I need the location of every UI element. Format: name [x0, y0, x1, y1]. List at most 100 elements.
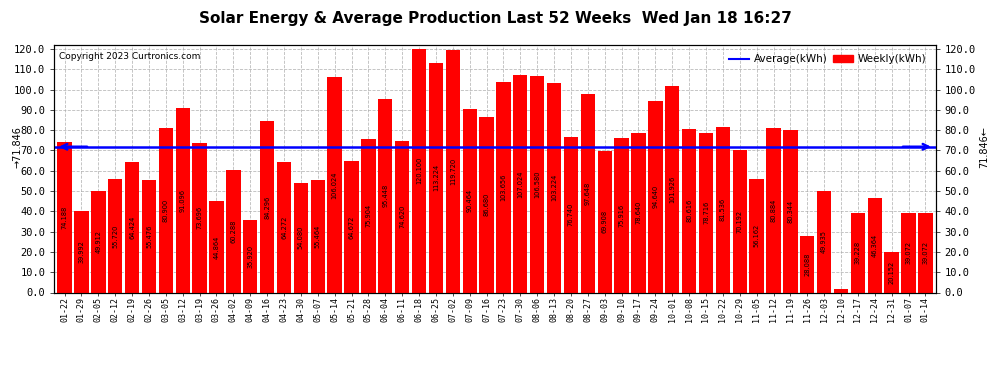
Bar	[91, 191, 106, 292]
Bar	[615, 138, 629, 292]
Text: 39.228: 39.228	[855, 241, 861, 264]
Bar	[699, 133, 713, 292]
Text: 74.188: 74.188	[61, 206, 67, 229]
Text: 54.080: 54.080	[298, 226, 304, 249]
Bar	[834, 289, 848, 292]
Text: 75.904: 75.904	[365, 204, 371, 227]
Bar	[867, 198, 882, 292]
Bar	[513, 75, 528, 292]
Text: 91.096: 91.096	[180, 189, 186, 211]
Bar	[716, 127, 730, 292]
Bar	[446, 50, 460, 292]
Text: 94.640: 94.640	[652, 185, 658, 208]
Text: 74.620: 74.620	[399, 205, 405, 228]
Text: 70.192: 70.192	[737, 210, 742, 233]
Bar	[598, 151, 612, 292]
Text: 35.920: 35.920	[248, 244, 253, 268]
Bar	[395, 141, 409, 292]
Bar	[260, 122, 274, 292]
Text: 75.916: 75.916	[619, 204, 625, 227]
Bar	[563, 137, 578, 292]
Text: 86.680: 86.680	[483, 193, 490, 216]
Text: 64.424: 64.424	[129, 216, 135, 239]
Bar	[192, 143, 207, 292]
Text: 103.224: 103.224	[551, 174, 557, 201]
Bar	[226, 170, 241, 292]
Bar	[244, 220, 257, 292]
Text: 20.152: 20.152	[889, 260, 895, 284]
Text: 55.476: 55.476	[146, 225, 152, 248]
Bar	[817, 191, 832, 292]
Bar	[632, 133, 645, 292]
Bar	[345, 161, 358, 292]
Bar	[209, 201, 224, 292]
Bar	[546, 83, 561, 292]
Text: 76.740: 76.740	[568, 203, 574, 226]
Text: 69.908: 69.908	[602, 210, 608, 233]
Text: 39.072: 39.072	[923, 241, 929, 264]
Text: Solar Energy & Average Production Last 52 Weeks  Wed Jan 18 16:27: Solar Energy & Average Production Last 5…	[199, 11, 791, 26]
Bar	[766, 128, 781, 292]
Bar	[462, 109, 477, 292]
Text: Copyright 2023 Curtronics.com: Copyright 2023 Curtronics.com	[58, 53, 200, 62]
Bar	[142, 180, 156, 292]
Text: 101.926: 101.926	[669, 176, 675, 203]
Text: 39.072: 39.072	[906, 241, 912, 264]
Bar	[665, 86, 679, 292]
Bar	[429, 63, 444, 292]
Text: 95.448: 95.448	[382, 184, 388, 207]
Text: 60.288: 60.288	[231, 220, 237, 243]
Text: 80.900: 80.900	[162, 199, 169, 222]
Bar	[311, 180, 325, 292]
Bar	[378, 99, 392, 292]
Text: 80.884: 80.884	[770, 199, 776, 222]
Bar	[530, 76, 544, 292]
Bar	[479, 117, 494, 292]
Bar	[175, 108, 190, 292]
Bar	[108, 180, 123, 292]
Text: 56.162: 56.162	[753, 224, 759, 247]
Text: 106.580: 106.580	[535, 171, 541, 198]
Bar	[294, 183, 308, 292]
Text: 84.296: 84.296	[264, 195, 270, 219]
Text: 73.696: 73.696	[197, 206, 203, 229]
Bar	[884, 252, 899, 292]
Bar	[496, 82, 511, 292]
Text: 81.536: 81.536	[720, 198, 726, 221]
Bar	[919, 213, 933, 292]
Bar	[901, 213, 916, 292]
Text: 103.656: 103.656	[500, 174, 507, 201]
Text: 80.344: 80.344	[787, 200, 793, 223]
Text: 44.864: 44.864	[214, 235, 220, 259]
Text: 55.720: 55.720	[112, 224, 118, 248]
Bar	[74, 211, 89, 292]
Bar	[648, 100, 662, 292]
Text: 64.272: 64.272	[281, 216, 287, 239]
Text: 90.464: 90.464	[466, 189, 472, 212]
Bar	[733, 150, 746, 292]
Text: 28.088: 28.088	[804, 252, 810, 276]
Bar	[277, 162, 291, 292]
Text: 78.716: 78.716	[703, 201, 709, 224]
Bar	[783, 129, 798, 292]
Bar	[328, 77, 342, 292]
Bar	[57, 142, 71, 292]
Text: 49.935: 49.935	[821, 230, 828, 254]
Bar	[361, 138, 375, 292]
Bar	[682, 129, 696, 292]
Text: 71.846←: 71.846←	[979, 126, 989, 168]
Legend: Average(kWh), Weekly(kWh): Average(kWh), Weekly(kWh)	[725, 50, 931, 69]
Text: 97.648: 97.648	[585, 182, 591, 205]
Text: →71.846: →71.846	[12, 126, 23, 168]
Text: 46.364: 46.364	[872, 234, 878, 257]
Text: 49.912: 49.912	[95, 230, 101, 254]
Bar	[800, 236, 815, 292]
Text: 106.024: 106.024	[332, 171, 338, 199]
Text: 55.464: 55.464	[315, 225, 321, 248]
Text: 80.616: 80.616	[686, 199, 692, 222]
Bar	[125, 162, 140, 292]
Text: 119.720: 119.720	[449, 158, 455, 185]
Bar	[850, 213, 865, 292]
Text: 120.100: 120.100	[416, 157, 422, 184]
Text: 113.224: 113.224	[433, 164, 439, 191]
